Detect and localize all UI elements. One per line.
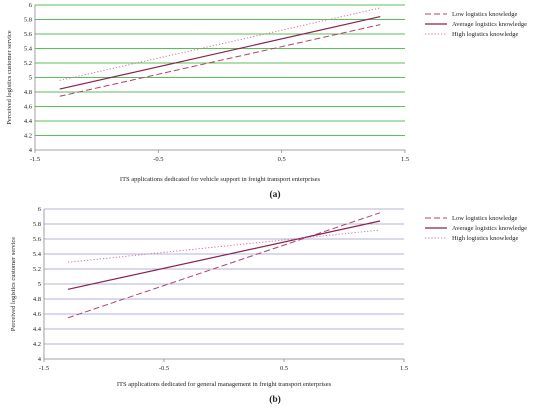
series-line-low [67, 212, 381, 319]
y-tick-label: 4.2 [33, 341, 41, 348]
y-tick-label: 4.4 [33, 326, 42, 333]
legend-label: Low logistics knowledge [452, 215, 517, 222]
x-tick-label: -0.5 [159, 365, 169, 372]
y-tick-label: 5.4 [24, 46, 33, 53]
series-line-low [59, 24, 381, 97]
y-tick-label: 5.2 [33, 266, 41, 273]
series-line-high [59, 7, 381, 81]
y-tick-label: 4.8 [33, 296, 41, 303]
legend-label: Average logistics knowledge [452, 21, 527, 28]
legend-label: Low logistics knowledge [452, 11, 517, 18]
y-tick-label: 4.6 [33, 311, 42, 318]
legend-label: Average logistics knowledge [452, 225, 527, 232]
y-tick-label: 5.6 [33, 236, 42, 243]
y-tick-label: 5.2 [24, 60, 32, 67]
y-tick-label: 4.8 [24, 89, 32, 96]
y-tick-label: 4.4 [24, 118, 33, 125]
x-axis-label: ITS applications dedicated for vehicle s… [120, 176, 321, 183]
y-tick-label: 4 [38, 356, 42, 363]
y-tick-label: 5.4 [33, 251, 42, 258]
y-axis-label: Perceived logistics customer service [6, 30, 13, 125]
x-tick-label: -1.5 [39, 365, 49, 372]
x-axis-label: ITS applications dedicated for general m… [117, 381, 332, 388]
x-tick-label: 1.5 [400, 365, 408, 372]
y-tick-label: 5 [38, 281, 41, 288]
x-tick-label: -0.5 [153, 156, 163, 163]
chart-panel-a: 4 4.2 4.4 4.6 4.8 5 5.2 5.4 5.6 5.8 6 -1.5 -0.5 0.5 1.… [6, 2, 527, 200]
y-tick-label: 5.6 [24, 31, 33, 38]
x-tick-label: 1.5 [401, 156, 409, 163]
y-tick-label: 5 [29, 75, 32, 82]
x-tick-label: 0.5 [278, 156, 286, 163]
y-tick-label: 6 [29, 2, 33, 9]
y-tick-label: 5.8 [33, 221, 41, 228]
legend-label: High logistics knowledge [452, 235, 519, 242]
y-tick-label: 4 [29, 147, 33, 154]
panel-label: (b) [269, 394, 281, 405]
x-tick-label: -1.5 [30, 156, 40, 163]
panel-label: (a) [269, 189, 280, 200]
legend-label: High logistics knowledge [452, 31, 519, 38]
series-line-average [59, 16, 381, 90]
y-tick-label: 4.2 [24, 133, 32, 140]
series-line-average [67, 220, 381, 290]
y-tick-label: 5.8 [24, 17, 32, 24]
y-tick-label: 4.6 [24, 104, 33, 111]
y-tick-label: 6 [38, 206, 42, 213]
series-line-high [67, 229, 381, 263]
x-tick-label: 0.5 [280, 365, 288, 372]
chart-panel-b: 4 4.2 4.4 4.6 4.8 5 5.2 5.4 5.6 5.8 6 -1.5 -0.5 0.5 1.… [10, 206, 527, 405]
y-axis-label: Perceived logistics customer service [10, 237, 17, 332]
